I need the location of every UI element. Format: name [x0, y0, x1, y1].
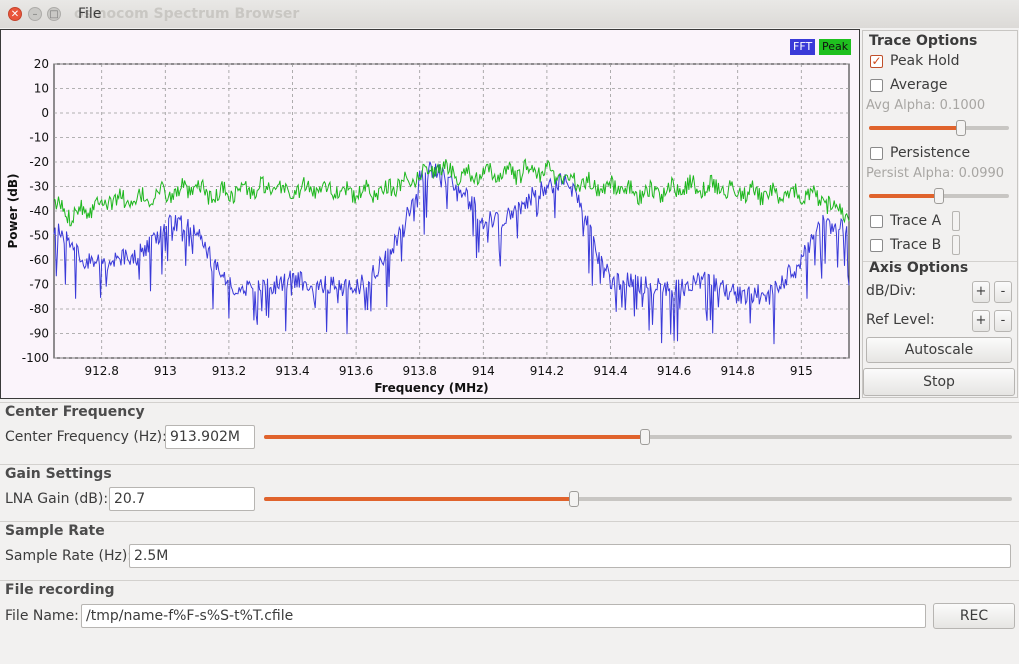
persist-alpha-slider-fill: [869, 194, 939, 198]
y-tick-label: -90: [29, 327, 49, 341]
trace-b-button[interactable]: [952, 235, 960, 255]
y-tick-label: -20: [29, 155, 49, 169]
control-panel: Trace Options ✓ Peak Hold Average Avg Al…: [862, 30, 1018, 398]
stop-button[interactable]: Stop: [863, 368, 1015, 396]
y-tick-label: 0: [41, 106, 49, 120]
check-icon: ✓: [871, 54, 882, 68]
peak-hold-checkbox[interactable]: ✓: [870, 55, 883, 68]
lna-gain-slider-handle[interactable]: [569, 491, 579, 507]
trace-a-button[interactable]: [952, 211, 960, 231]
center-frequency-slider-fill: [264, 435, 645, 439]
center-frequency-group-title: Center Frequency: [5, 404, 145, 420]
file-name-input[interactable]: /tmp/name-f%F-s%S-t%T.cfile: [81, 604, 926, 628]
file-recording-group: File recording File Name: /tmp/name-f%F-…: [0, 580, 1019, 641]
x-tick-label: 913.8: [403, 364, 437, 378]
ref-level-label: Ref Level:: [866, 312, 935, 328]
x-tick-label: 914.4: [593, 364, 627, 378]
sample-rate-input[interactable]: 2.5M: [129, 544, 1011, 568]
close-icon[interactable]: ✕: [8, 7, 22, 21]
average-label: Average: [890, 77, 948, 93]
avg-alpha-slider-handle[interactable]: [956, 120, 966, 136]
window-title: osmocom Spectrum Browser: [74, 6, 300, 22]
file-recording-group-title: File recording: [5, 582, 115, 598]
spectrum-plot[interactable]: 20 10 0 -10 -20 -30 -40 -50 -60 -70 -80 -90 -100 912.…: [0, 29, 860, 399]
y-tick-label: -70: [29, 278, 49, 292]
y-tick-label: -50: [29, 229, 49, 243]
spectrum-chart-svg: 20 10 0 -10 -20 -30 -40 -50 -60 -70 -80 -90 -100 912.…: [6, 57, 850, 395]
persistence-checkbox[interactable]: [870, 147, 883, 160]
avg-alpha-slider[interactable]: [869, 126, 1009, 130]
x-tick-label: 914.8: [721, 364, 755, 378]
autoscale-button[interactable]: Autoscale: [866, 337, 1012, 363]
persistence-label: Persistence: [890, 145, 971, 161]
maximize-icon[interactable]: □: [47, 7, 61, 21]
legend-peak: Peak: [819, 39, 852, 55]
gain-settings-group: Gain Settings LNA Gain (dB): 20.7: [0, 464, 1019, 519]
trace-options-title: Trace Options: [869, 33, 978, 49]
average-checkbox[interactable]: [870, 79, 883, 92]
persist-alpha-slider-handle[interactable]: [934, 188, 944, 204]
x-tick-label: 913: [154, 364, 177, 378]
title-bar: ✕ – □ osmocom Spectrum Browser File: [0, 0, 1019, 28]
y-tick-label: -40: [29, 204, 49, 218]
x-tick-label: 913.6: [339, 364, 373, 378]
y-axis-label: Power (dB): [6, 173, 20, 248]
x-axis-label: Frequency (MHz): [374, 381, 488, 395]
gain-settings-group-title: Gain Settings: [5, 466, 112, 482]
x-tick-label: 914.6: [657, 364, 691, 378]
trace-b-checkbox[interactable]: [870, 239, 883, 252]
sample-rate-group-title: Sample Rate: [5, 523, 105, 539]
axis-options-title: Axis Options: [869, 260, 969, 276]
peak-hold-label: Peak Hold: [890, 53, 960, 69]
trace-a-checkbox[interactable]: [870, 215, 883, 228]
y-tick-label: 20: [34, 57, 49, 71]
db-div-label: dB/Div:: [866, 283, 917, 299]
file-name-label: File Name:: [5, 608, 79, 624]
x-tick-label: 914: [472, 364, 495, 378]
x-tick-label: 912.8: [85, 364, 119, 378]
avg-alpha-label: Avg Alpha: 0.1000: [866, 98, 986, 113]
center-frequency-group: Center Frequency Center Frequency (Hz): …: [0, 402, 1019, 461]
avg-alpha-slider-fill: [869, 126, 961, 130]
y-tick-label: -60: [29, 253, 49, 267]
rec-button[interactable]: REC: [933, 603, 1015, 629]
ref-level-plus-button[interactable]: +: [972, 310, 990, 332]
y-tick-label: -100: [22, 351, 49, 365]
y-tick-label: -10: [29, 131, 49, 145]
lna-gain-slider-fill: [264, 497, 574, 501]
x-tick-label: 913.4: [275, 364, 309, 378]
ref-level-minus-button[interactable]: -: [994, 310, 1012, 332]
db-div-minus-button[interactable]: -: [994, 281, 1012, 303]
sample-rate-label: Sample Rate (Hz):: [5, 548, 133, 564]
center-frequency-input[interactable]: 913.902M: [165, 425, 255, 449]
x-tick-label: 913.2: [212, 364, 246, 378]
persist-alpha-label: Persist Alpha: 0.0990: [866, 166, 1005, 181]
y-tick-label: -30: [29, 180, 49, 194]
x-tick-label: 915: [790, 364, 813, 378]
center-frequency-slider[interactable]: [264, 435, 1012, 439]
axis-divider: [863, 261, 1017, 262]
series-line-peak: [53, 158, 850, 227]
legend-fft: FFT: [790, 39, 816, 55]
lna-gain-label: LNA Gain (dB):: [5, 491, 109, 507]
menu-file[interactable]: File: [78, 6, 102, 22]
trace-b-label: Trace B: [890, 237, 942, 253]
lna-gain-slider[interactable]: [264, 497, 1012, 501]
center-frequency-label: Center Frequency (Hz):: [5, 429, 167, 445]
x-tick-label: 914.2: [530, 364, 564, 378]
y-tick-label: 10: [34, 82, 49, 96]
sample-rate-group: Sample Rate Sample Rate (Hz): 2.5M: [0, 521, 1019, 576]
db-div-plus-button[interactable]: +: [972, 281, 990, 303]
trace-a-label: Trace A: [890, 213, 942, 229]
lna-gain-input[interactable]: 20.7: [109, 487, 255, 511]
center-frequency-slider-handle[interactable]: [640, 429, 650, 445]
y-tick-label: -80: [29, 302, 49, 316]
minimize-icon[interactable]: –: [28, 7, 42, 21]
